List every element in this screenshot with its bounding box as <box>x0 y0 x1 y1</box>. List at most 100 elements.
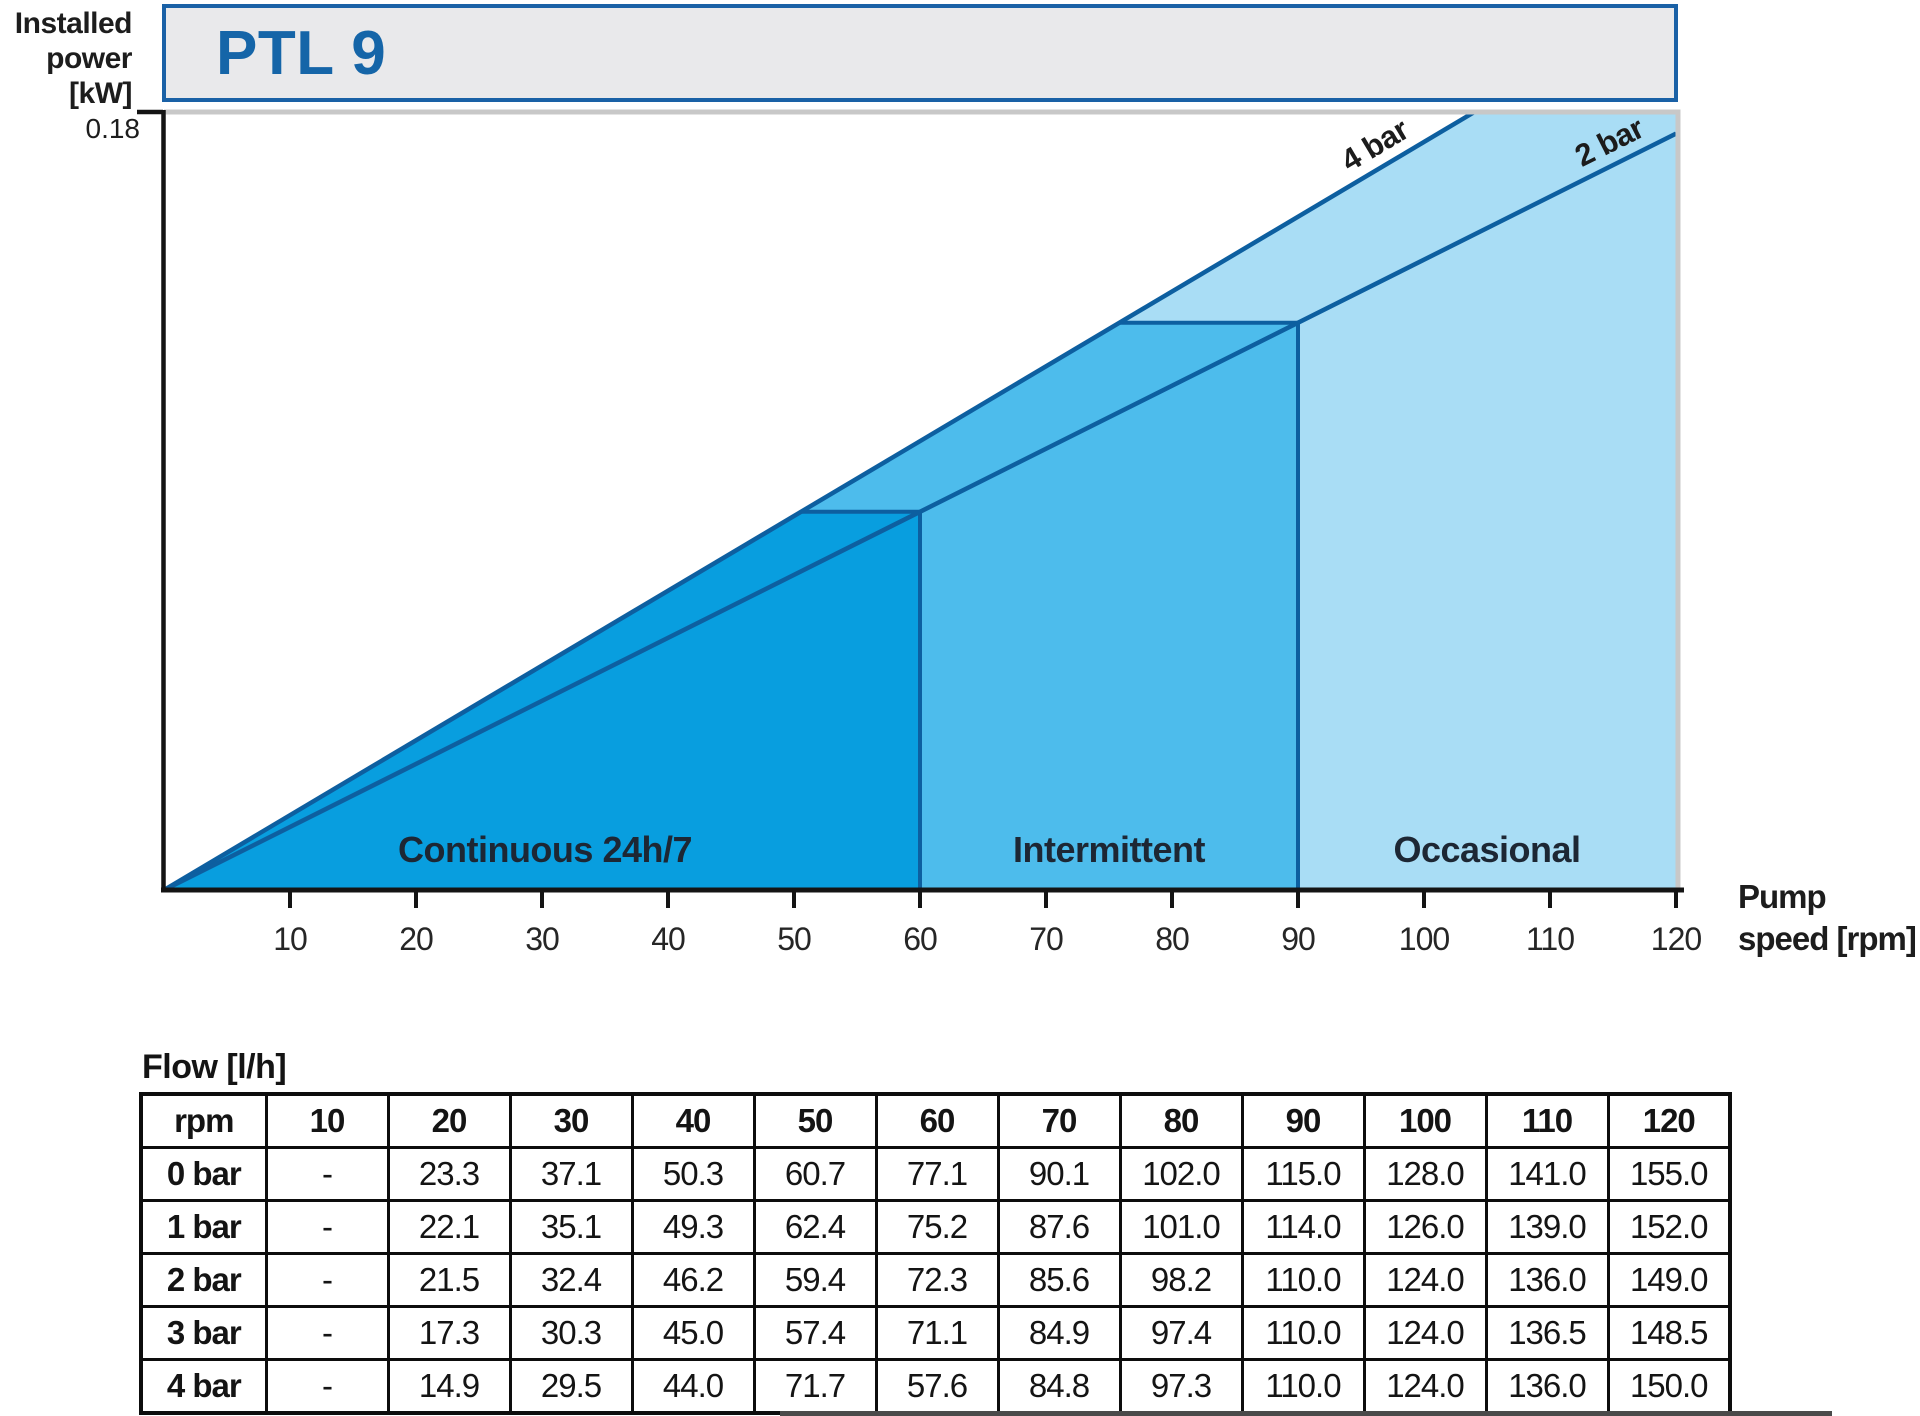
flow-value-cell: 124.0 <box>1362 1305 1488 1361</box>
flow-value-cell: 44.0 <box>630 1358 756 1415</box>
flow-value-cell: 77.1 <box>874 1146 1000 1202</box>
flow-value-cell: 136.0 <box>1484 1358 1610 1415</box>
flow-value-cell: 87.6 <box>996 1199 1122 1255</box>
flow-value-cell: 32.4 <box>508 1252 634 1308</box>
flow-table: rpm 10 20 30 40 50 60 70 80 90 100 110 120 0 bar -23.… <box>139 1092 1732 1415</box>
page-title: PTL 9 <box>216 18 387 88</box>
flow-col-header: rpm <box>139 1092 268 1149</box>
x-tick-label: 70 <box>1029 921 1063 957</box>
flow-value-cell: 149.0 <box>1606 1252 1732 1308</box>
flow-value-cell: 114.0 <box>1240 1199 1366 1255</box>
flow-value-cell: 136.5 <box>1484 1305 1610 1361</box>
flow-value-cell: 57.4 <box>752 1305 878 1361</box>
x-tick-label: 80 <box>1155 921 1189 957</box>
x-tick-label: 10 <box>273 921 307 957</box>
flow-value-cell: 35.1 <box>508 1199 634 1255</box>
pressure-line-2bar <box>162 131 1678 893</box>
region-occasional-fill <box>1119 112 1676 890</box>
flow-col-header: 60 <box>874 1092 1000 1149</box>
flow-row-header: 2 bar <box>139 1252 268 1308</box>
flow-table-header-row: rpm 10 20 30 40 50 60 70 80 90 100 110 120 <box>139 1092 1732 1149</box>
flow-value-cell: 110.0 <box>1240 1358 1366 1415</box>
flow-col-header: 90 <box>1240 1092 1366 1149</box>
flow-col-header: 110 <box>1484 1092 1610 1149</box>
flow-col-header: 40 <box>630 1092 756 1149</box>
flow-value-cell: 45.0 <box>630 1305 756 1361</box>
flow-value-cell: 29.5 <box>508 1358 634 1415</box>
pressure-line-4bar <box>162 110 1476 892</box>
flow-value-cell: 141.0 <box>1484 1146 1610 1202</box>
flow-table-row: 0 bar -23.3 37.1 50.3 60.7 77.1 90.1 102.0 115.0… <box>139 1146 1732 1202</box>
flow-row-header: 3 bar <box>139 1305 268 1361</box>
page-edge-strip <box>780 1411 1832 1416</box>
flow-value-cell: 71.7 <box>752 1358 878 1415</box>
flow-value-cell: 59.4 <box>752 1252 878 1308</box>
model-header-box: PTL 9 <box>162 4 1678 102</box>
flow-col-header: 50 <box>752 1092 878 1149</box>
flow-value-cell: 23.3 <box>386 1146 512 1202</box>
flow-value-cell: 62.4 <box>752 1199 878 1255</box>
flow-value-cell: 60.7 <box>752 1146 878 1202</box>
region-label-continuous: Continuous 24h/7 <box>398 829 692 870</box>
flow-value-cell: 71.1 <box>874 1305 1000 1361</box>
flow-value-cell: 136.0 <box>1484 1252 1610 1308</box>
x-tick-label: 60 <box>903 921 937 957</box>
flow-value-cell: 98.2 <box>1118 1252 1244 1308</box>
x-tick-label: 40 <box>651 921 685 957</box>
flow-value-cell: - <box>264 1252 390 1308</box>
flow-col-header: 120 <box>1606 1092 1732 1149</box>
y-max-tick-label: 0.18 <box>85 113 141 144</box>
flow-value-cell: 110.0 <box>1240 1252 1366 1308</box>
flow-value-cell: 110.0 <box>1240 1305 1366 1361</box>
flow-value-cell: - <box>264 1146 390 1202</box>
axis-label-line: Pump <box>1738 878 1827 915</box>
x-tick-label: 50 <box>777 921 811 957</box>
region-intermittent-fill <box>801 322 1298 890</box>
flow-value-cell: 30.3 <box>508 1305 634 1361</box>
flow-value-cell: 152.0 <box>1606 1199 1732 1255</box>
flow-value-cell: - <box>264 1305 390 1361</box>
flow-value-cell: 97.3 <box>1118 1358 1244 1415</box>
flow-value-cell: 84.8 <box>996 1358 1122 1415</box>
flow-table-title: Flow [l/h] <box>142 1048 287 1086</box>
flow-value-cell: 124.0 <box>1362 1358 1488 1415</box>
flow-col-header: 30 <box>508 1092 634 1149</box>
pump-speed-power-chart: 10 20 30 40 50 60 70 80 90 100 110 120 Continuous 2… <box>137 109 1702 957</box>
flow-col-header: 20 <box>386 1092 512 1149</box>
flow-value-cell: 22.1 <box>386 1199 512 1255</box>
flow-value-cell: 37.1 <box>508 1146 634 1202</box>
flow-table-row: 4 bar -14.9 29.5 44.0 71.7 57.6 84.8 97.3 110.0 1… <box>139 1358 1732 1415</box>
flow-value-cell: 21.5 <box>386 1252 512 1308</box>
flow-value-cell: 49.3 <box>630 1199 756 1255</box>
flow-col-header: 70 <box>996 1092 1122 1149</box>
axis-label-line: Installed <box>14 7 133 40</box>
x-tick-label: 30 <box>525 921 559 957</box>
axis-label-line: [kW] <box>69 77 132 110</box>
flow-value-cell: 115.0 <box>1240 1146 1366 1202</box>
flow-value-cell: 139.0 <box>1484 1199 1610 1255</box>
flow-value-cell: 148.5 <box>1606 1305 1732 1361</box>
flow-value-cell: 102.0 <box>1118 1146 1244 1202</box>
flow-value-cell: 150.0 <box>1606 1358 1732 1415</box>
flow-value-cell: 75.2 <box>874 1199 1000 1255</box>
flow-value-cell: - <box>264 1358 390 1415</box>
flow-value-cell: 124.0 <box>1362 1252 1488 1308</box>
flow-value-cell: 50.3 <box>630 1146 756 1202</box>
x-tick-label: 110 <box>1526 921 1574 957</box>
flow-value-cell: 97.4 <box>1118 1305 1244 1361</box>
x-axis-ticks: 10 20 30 40 50 60 70 80 90 100 110 120 <box>273 890 1702 957</box>
flow-value-cell: 85.6 <box>996 1252 1122 1308</box>
flow-col-header: 100 <box>1362 1092 1488 1149</box>
x-tick-label: 120 <box>1651 921 1702 957</box>
flow-row-header: 4 bar <box>139 1358 268 1415</box>
flow-row-header: 1 bar <box>139 1199 268 1255</box>
flow-value-cell: 84.9 <box>996 1305 1122 1361</box>
flow-value-cell: 72.3 <box>874 1252 1000 1308</box>
x-tick-label: 90 <box>1281 921 1315 957</box>
flow-table-row: 1 bar -22.1 35.1 49.3 62.4 75.2 87.6 101.0 114.0… <box>139 1199 1732 1255</box>
flow-value-cell: 14.9 <box>386 1358 512 1415</box>
region-label-occasional: Occasional <box>1393 829 1580 870</box>
pump-speed-axis-label: Pump speed [rpm] <box>1738 876 1917 960</box>
installed-power-axis-label: Installed power [kW] <box>0 6 133 111</box>
